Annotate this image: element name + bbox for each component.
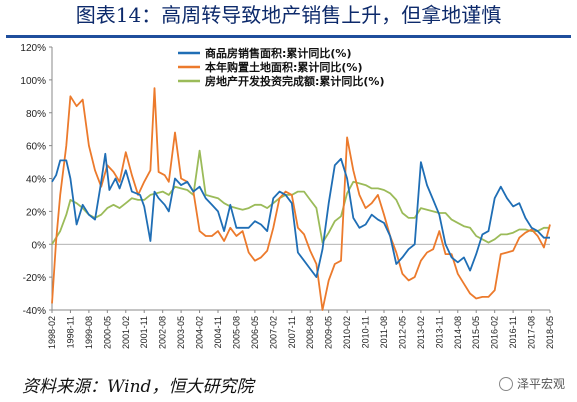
x-tick-label: 2007-11 xyxy=(287,316,297,348)
source-note: 资料来源：Wind，恒大研究院 xyxy=(22,377,254,397)
series-line-2 xyxy=(51,149,550,245)
x-tick-label: 1998-02 xyxy=(47,316,57,349)
x-tick-label: 2014-08 xyxy=(453,316,463,349)
x-tick-label: 2001-11 xyxy=(139,316,149,348)
chart-title: 图表14：高周转导致地产销售上升，但拿地谨慎 xyxy=(75,3,502,27)
y-tick-label: 0% xyxy=(32,240,47,251)
x-tick-label: 2016-11 xyxy=(508,316,518,348)
x-tick-label: 2004-02 xyxy=(195,316,205,349)
x-tick-label: 1999-08 xyxy=(84,316,94,349)
x-tick-label: 2012-05 xyxy=(397,316,407,349)
series-line-1 xyxy=(51,87,551,311)
x-tick-label: 2007-02 xyxy=(268,316,278,349)
x-tick-label: 2015-05 xyxy=(471,316,481,349)
y-tick-label: 120% xyxy=(20,43,46,54)
y-tick-label: 60% xyxy=(26,142,46,153)
y-tick-label: 80% xyxy=(26,109,46,120)
x-tick-label: 1998-11 xyxy=(65,316,75,348)
chart-axes: -40% -20% 0% 20% 40% 60% 80% 100% 120% 1998-02 199… xyxy=(20,43,555,349)
x-tick-label: 2013-02 xyxy=(416,316,426,349)
x-tick-label: 2008-08 xyxy=(305,316,315,349)
watermark-text: 泽平宏观 xyxy=(516,377,565,391)
x-tick-label: 2011-08 xyxy=(379,316,389,348)
x-tick-label: 2009-05 xyxy=(324,316,334,349)
y-tick-label: 100% xyxy=(20,76,46,87)
y-tick-label: -20% xyxy=(23,273,46,284)
y-tick-label: -40% xyxy=(23,306,46,317)
chart-series xyxy=(51,87,551,311)
x-tick-label: 2018-05 xyxy=(545,316,555,349)
x-tick-label: 2010-11 xyxy=(361,316,371,348)
y-tick-label: 20% xyxy=(26,207,46,218)
chart-legend: 商品房销售面积:累计同比(%)本年购置土地面积:累计同比(%)房地产开发投资完成… xyxy=(178,46,384,88)
y-tick-label: 40% xyxy=(26,175,46,186)
x-tick-label: 2013-11 xyxy=(434,316,444,348)
x-tick-label: 2016-02 xyxy=(490,316,500,349)
wechat-icon xyxy=(498,376,513,391)
x-tick-label: 2003-05 xyxy=(176,316,186,349)
watermark: 泽平宏观 xyxy=(498,375,565,392)
x-tick-label: 2000-05 xyxy=(102,316,112,349)
x-tick-label: 2005-08 xyxy=(231,316,241,349)
x-tick-label: 2002-08 xyxy=(158,316,168,349)
legend-label-1: 本年购置土地面积:累计同比(%) xyxy=(205,60,362,74)
x-tick-label: 2006-05 xyxy=(250,316,260,349)
x-tick-label: 2010-02 xyxy=(342,316,352,349)
title-divider xyxy=(6,35,571,38)
series-line-0 xyxy=(51,152,550,278)
x-tick-label: 2004-11 xyxy=(213,316,223,348)
x-tick-label: 2017-08 xyxy=(527,316,537,349)
legend-label-0: 商品房销售面积:累计同比(%) xyxy=(205,46,351,60)
x-tick-label: 2001-02 xyxy=(121,316,131,349)
legend-label-2: 房地产开发投资完成额:累计同比(%) xyxy=(205,74,384,88)
line-chart: -40% -20% 0% 20% 40% 60% 80% 100% 120% 1998-02 199… xyxy=(20,43,555,349)
